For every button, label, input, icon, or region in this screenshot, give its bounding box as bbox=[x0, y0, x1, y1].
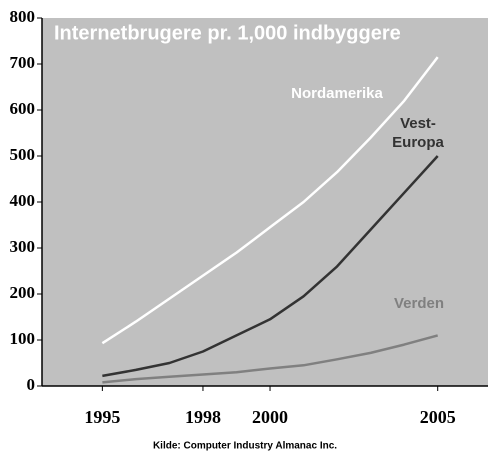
y-tick-label: 700 bbox=[10, 53, 36, 72]
y-tick-label: 800 bbox=[10, 7, 36, 26]
x-tick-label: 1995 bbox=[84, 407, 120, 427]
series-line bbox=[102, 334, 439, 384]
series-label: Nordamerika bbox=[291, 85, 383, 102]
x-tick-label: 2000 bbox=[252, 407, 288, 427]
y-tick-label: 500 bbox=[10, 145, 36, 164]
y-tick-label: 100 bbox=[10, 329, 36, 348]
x-tick-label: 1998 bbox=[185, 407, 221, 427]
y-tick-label: 200 bbox=[10, 283, 36, 302]
source: Kilde: Computer Industry Almanac Inc. bbox=[153, 441, 337, 452]
chart-title: Internetbrugere pr. 1,000 indbyggere bbox=[54, 22, 401, 44]
series-line bbox=[102, 155, 439, 378]
y-tick-label: 600 bbox=[10, 99, 36, 118]
y-tick-label: 300 bbox=[10, 237, 36, 256]
series-label: Vest- Europa bbox=[392, 115, 444, 151]
x-tick-label: 2005 bbox=[420, 407, 456, 427]
plot-area bbox=[42, 18, 488, 386]
y-tick-label: 0 bbox=[27, 375, 36, 394]
series-label: Verden bbox=[393, 295, 445, 312]
series-line bbox=[101, 56, 439, 345]
y-tick-label: 400 bbox=[10, 191, 36, 210]
